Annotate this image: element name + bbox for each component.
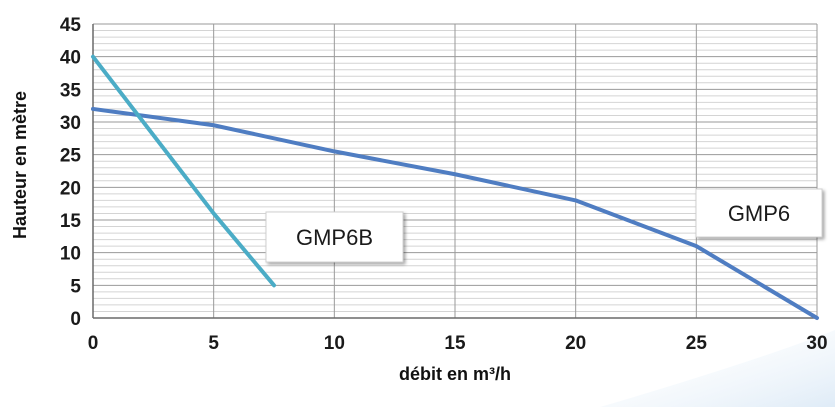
x-tick-label: 15 <box>444 333 466 354</box>
series-label-gmp6b-box <box>265 211 404 263</box>
series-label-gmp6b: GMP6B <box>296 225 373 250</box>
series-labels: GMP6B GMP6 <box>265 188 823 263</box>
series-label-gmp6: GMP6 <box>728 201 790 226</box>
decorative-swoosh <box>600 330 835 407</box>
x-tick-label: 25 <box>686 333 708 354</box>
x-tick-label: 20 <box>565 333 586 354</box>
y-tick-label: 0 <box>70 309 81 330</box>
series-lines <box>91 54 819 320</box>
y-axis-title: Hauteur en mètre <box>10 91 30 239</box>
y-tick-label: 30 <box>60 113 81 134</box>
y-tick-label: 35 <box>60 80 82 101</box>
tick-labels: 0 5 10 15 20 25 30 35 40 45 0 5 10 15 20 25 30 <box>60 15 828 354</box>
y-tick-label: 10 <box>60 244 81 265</box>
y-tick-label: 40 <box>60 48 81 69</box>
x-tick-label: 5 <box>208 333 219 354</box>
x-tick-label: 0 <box>88 333 99 354</box>
series-line-gmp6b <box>91 54 276 288</box>
y-tick-label: 25 <box>60 146 82 167</box>
axes <box>92 24 817 319</box>
x-tick-label: 10 <box>324 333 345 354</box>
y-tick-label: 5 <box>70 276 81 297</box>
x-tick-label: 30 <box>806 333 827 354</box>
series-line-gmp6 <box>91 106 819 320</box>
y-tick-label: 15 <box>60 211 82 232</box>
y-tick-label: 45 <box>60 15 82 36</box>
y-tick-label: 20 <box>60 178 81 199</box>
x-axis-title: débit en m³/h <box>399 364 511 384</box>
series-label-gmp6-box <box>695 188 823 238</box>
major-gridlines <box>93 23 818 318</box>
